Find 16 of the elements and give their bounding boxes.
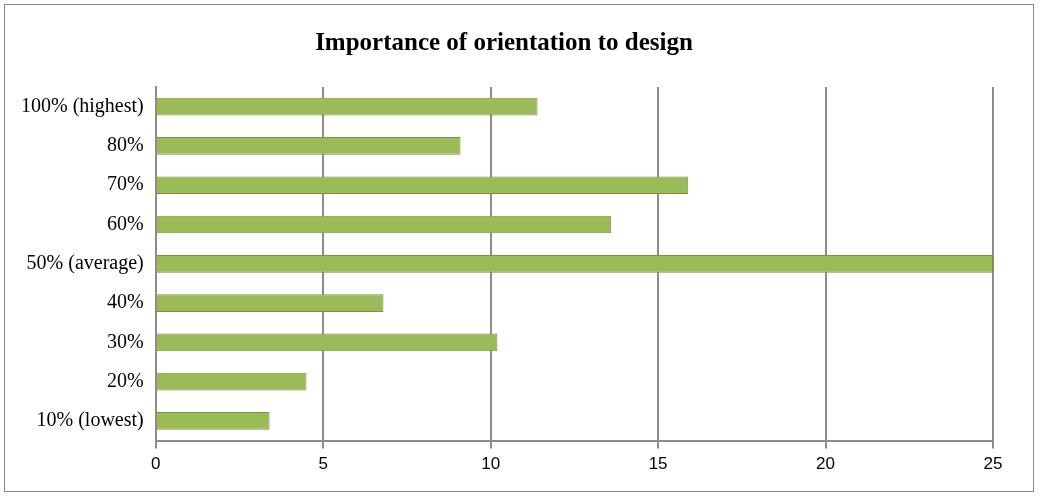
x-tick-label: 5 <box>318 454 328 474</box>
y-tick-label: 40% <box>107 290 144 313</box>
chart-title: Importance of orientation to design <box>315 28 693 56</box>
y-tick-label: 20% <box>107 368 144 391</box>
x-tick-label: 20 <box>816 454 836 474</box>
y-tick-label: 60% <box>107 211 144 234</box>
y-tick-label: 30% <box>107 329 144 352</box>
x-tick-label: 15 <box>648 454 668 474</box>
y-tick-label: 80% <box>107 133 144 156</box>
x-tick-label: 25 <box>983 454 1003 474</box>
y-tick-label: 100% (highest) <box>20 93 144 117</box>
y-tick-label: 50% (average) <box>26 251 144 275</box>
y-tick-label: 70% <box>107 172 144 195</box>
y-tick-label: 10% (lowest) <box>36 408 144 432</box>
x-tick-label: 0 <box>151 454 161 474</box>
x-tick-label: 10 <box>481 454 501 474</box>
